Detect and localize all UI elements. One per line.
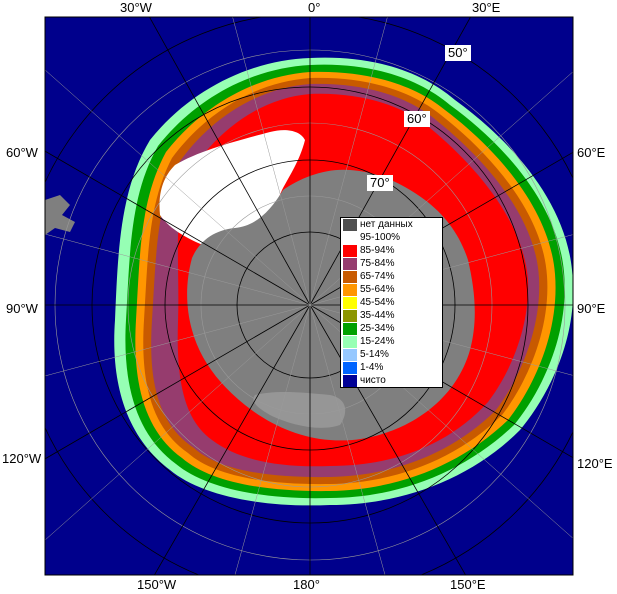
legend-swatch [343, 361, 357, 374]
lon-label-120w: 120°W [2, 451, 42, 466]
meridian-150w [153, 304, 311, 575]
legend-item: 25-34% [341, 322, 442, 335]
lat-label-50: 50° [445, 45, 471, 61]
legend-label: 75-84% [360, 258, 395, 269]
legend-item: 1-4% [341, 361, 442, 374]
legend-item: 65-74% [341, 270, 442, 283]
lon-label-150e: 150°E [450, 577, 486, 592]
legend-label: 25-34% [360, 323, 395, 334]
legend-label: 85-94% [360, 245, 395, 256]
lon-label-30e: 30°E [472, 0, 501, 15]
legend-item: 15-24% [341, 335, 442, 348]
lon-label-180: 180° [293, 577, 320, 592]
legend-label: 55-64% [360, 284, 395, 295]
legend-item: 75-84% [341, 257, 442, 270]
legend-label: нет данных [360, 219, 413, 230]
legend-item: 5-14% [341, 348, 442, 361]
legend-swatch [343, 270, 357, 283]
meridian-30w [149, 17, 311, 306]
legend-label: 95-100% [360, 232, 401, 243]
legend-label: 45-54% [360, 297, 395, 308]
legend-item: 95-100% [341, 231, 442, 244]
legend-swatch [343, 296, 357, 309]
meridian-150e [309, 304, 467, 575]
legend-item: 85-94% [341, 244, 442, 257]
lon-label-0: 0° [308, 0, 321, 15]
legend-item: 45-54% [341, 296, 442, 309]
lon-label-60w: 60°W [6, 145, 38, 160]
legend-swatch [343, 348, 357, 361]
map-frame [44, 16, 574, 576]
legend-label: чисто [360, 375, 386, 386]
legend-label: 5-14% [360, 349, 389, 360]
legend-swatch [343, 231, 357, 244]
legend-item: нет данных [341, 218, 442, 231]
lon-label-60e: 60°E [577, 145, 606, 160]
legend-swatch [343, 257, 357, 270]
lon-label-120e: 120°E [577, 456, 613, 471]
legend-item: чисто [341, 374, 442, 387]
meridian-60w [45, 150, 311, 306]
legend-label: 15-24% [360, 336, 395, 347]
legend-label: 65-74% [360, 271, 395, 282]
lon-label-150w: 150°W [137, 577, 177, 592]
legend-swatch [343, 218, 357, 231]
lon-label-30w: 30°W [120, 0, 152, 15]
south-america-tip [45, 195, 75, 235]
lon-label-90e: 90°E [577, 301, 606, 316]
ross-ice-shelf [253, 391, 346, 428]
legend-swatch [343, 322, 357, 335]
legend-item: 35-44% [341, 309, 442, 322]
lat-label-60: 60° [404, 111, 430, 127]
legend-swatch [343, 374, 357, 387]
legend-label: 35-44% [360, 310, 395, 321]
lon-label-90w: 90°W [6, 301, 38, 316]
legend-item: 55-64% [341, 283, 442, 296]
legend-swatch [343, 244, 357, 257]
concentration-legend: нет данных 95-100% 85-94% 75-84% 65-74% 55-64… [340, 217, 443, 388]
legend-swatch [343, 283, 357, 296]
meridian-120w [45, 304, 311, 460]
lat-label-70: 70° [367, 175, 393, 191]
legend-swatch [343, 335, 357, 348]
legend-swatch [343, 309, 357, 322]
legend-label: 1-4% [360, 362, 384, 373]
